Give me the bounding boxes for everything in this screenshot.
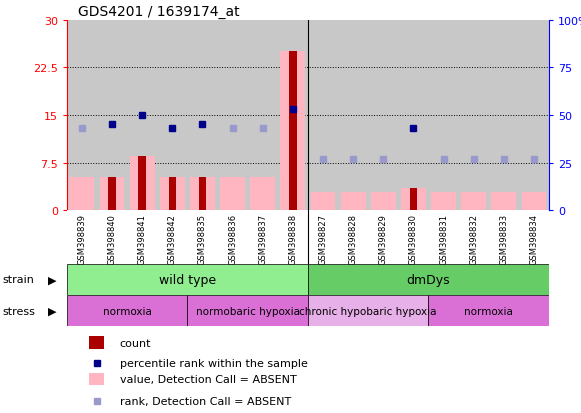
Bar: [340, 193, 365, 211]
Bar: [431, 193, 456, 211]
Text: wild type: wild type: [159, 273, 216, 286]
Bar: [311, 193, 335, 211]
Bar: [67, 264, 308, 295]
Text: GSM398842: GSM398842: [168, 214, 177, 264]
Bar: [522, 193, 546, 211]
Text: strain: strain: [3, 275, 35, 285]
Bar: [220, 178, 245, 211]
Text: GSM398830: GSM398830: [409, 214, 418, 264]
Bar: [138, 157, 146, 211]
Bar: [130, 157, 155, 211]
Text: normoxia: normoxia: [103, 306, 152, 316]
Text: chronic hypobaric hypoxia: chronic hypobaric hypoxia: [299, 306, 437, 316]
Text: ▶: ▶: [48, 275, 57, 285]
Bar: [108, 178, 116, 211]
Text: count: count: [120, 338, 151, 348]
Text: percentile rank within the sample: percentile rank within the sample: [120, 358, 307, 368]
Bar: [190, 178, 215, 211]
Text: GSM398828: GSM398828: [349, 214, 358, 264]
Bar: [160, 178, 185, 211]
Bar: [401, 188, 426, 211]
Text: GDS4201 / 1639174_at: GDS4201 / 1639174_at: [78, 5, 240, 19]
Text: stress: stress: [3, 306, 36, 316]
Text: ▶: ▶: [48, 306, 57, 316]
Bar: [89, 337, 104, 349]
Bar: [308, 264, 549, 295]
Bar: [199, 178, 206, 211]
Bar: [89, 373, 104, 385]
Bar: [461, 193, 486, 211]
Text: normobaric hypoxia: normobaric hypoxia: [196, 306, 300, 316]
Text: rank, Detection Call = ABSENT: rank, Detection Call = ABSENT: [120, 396, 291, 406]
Bar: [70, 178, 94, 211]
Bar: [250, 178, 275, 211]
Text: GSM398838: GSM398838: [288, 214, 297, 264]
Bar: [99, 178, 124, 211]
Text: GSM398841: GSM398841: [138, 214, 146, 264]
Bar: [281, 52, 305, 211]
Text: GSM398839: GSM398839: [77, 214, 87, 264]
Bar: [168, 178, 176, 211]
Bar: [428, 295, 549, 326]
Bar: [308, 295, 428, 326]
Text: GSM398834: GSM398834: [529, 214, 539, 264]
Text: GSM398840: GSM398840: [107, 214, 117, 264]
Bar: [371, 193, 396, 211]
Bar: [67, 295, 187, 326]
Text: value, Detection Call = ABSENT: value, Detection Call = ABSENT: [120, 374, 296, 384]
Text: GSM398829: GSM398829: [379, 214, 388, 264]
Text: GSM398833: GSM398833: [499, 214, 508, 264]
Text: GSM398827: GSM398827: [318, 214, 328, 264]
Text: GSM398836: GSM398836: [228, 214, 237, 264]
Text: GSM398831: GSM398831: [439, 214, 448, 264]
Text: dmDys: dmDys: [407, 273, 450, 286]
Bar: [492, 193, 517, 211]
Bar: [187, 295, 308, 326]
Text: GSM398832: GSM398832: [469, 214, 478, 264]
Text: GSM398835: GSM398835: [198, 214, 207, 264]
Bar: [410, 188, 417, 211]
Text: GSM398837: GSM398837: [258, 214, 267, 264]
Text: normoxia: normoxia: [464, 306, 513, 316]
Bar: [289, 52, 296, 211]
